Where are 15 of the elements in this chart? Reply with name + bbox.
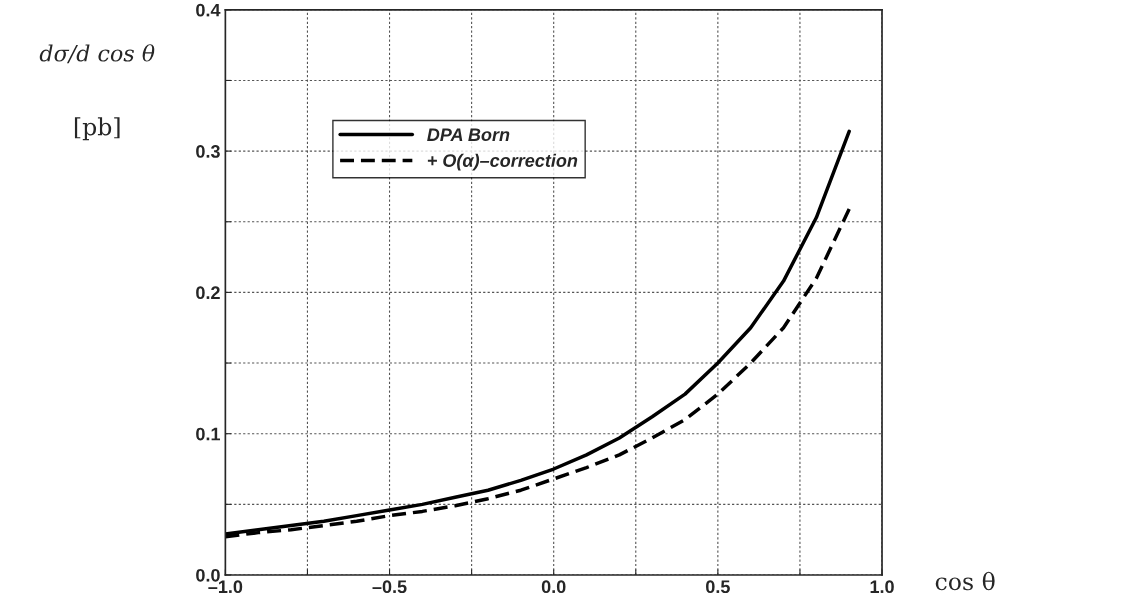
y-tick-label: 0.4 (196, 3, 221, 17)
y-tick-label: 0.2 (196, 286, 220, 300)
y-tick-label: 0.1 (196, 427, 221, 441)
legend-label: DPA Born (427, 128, 510, 142)
x-tick-label: 0.5 (706, 580, 730, 594)
x-tick-label: –1.0 (208, 580, 243, 594)
x-tick-label: 0.0 (541, 580, 566, 594)
legend-label: + O(α)–correction (427, 153, 578, 171)
x-tick-label: –0.5 (372, 580, 407, 594)
x-tick-label: 1.0 (870, 580, 894, 594)
y-tick-label: 0.3 (196, 145, 220, 158)
text: [pb] (74, 117, 120, 141)
x-axis-title: cos θ (935, 571, 995, 591)
y-tick-label: 0.0 (196, 568, 220, 582)
y-axis-title: dσ/d cos θ (39, 44, 155, 64)
